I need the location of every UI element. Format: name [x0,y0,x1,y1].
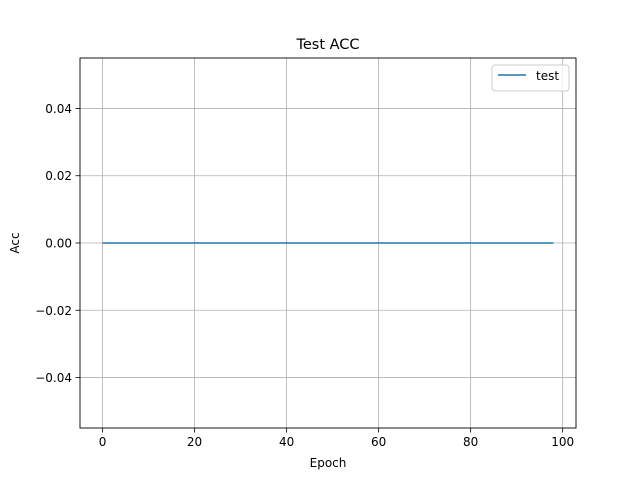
x-axis-ticks: 0 20 40 60 80 100 [99,428,574,449]
y-axis-ticks: −0.04 −0.02 0.00 0.02 0.04 [35,102,80,385]
x-tick-label: 0 [99,435,107,449]
x-tick-label: 20 [187,435,202,449]
x-tick-label: 80 [463,435,478,449]
x-tick-label: 100 [551,435,574,449]
y-tick-label: 0.02 [45,169,72,183]
y-tick-label: −0.02 [35,304,72,318]
legend-label-test: test [536,69,559,83]
x-tick-label: 40 [279,435,294,449]
x-tick-label: 60 [371,435,386,449]
y-tick-label: 0.04 [45,102,72,116]
y-tick-label: 0.00 [45,237,72,251]
y-axis-label: Acc [8,232,22,253]
y-tick-label: −0.04 [35,371,72,385]
chart-title: Test ACC [295,37,359,53]
legend: test [491,64,570,92]
legend-box [491,64,570,92]
x-axis-label: Epoch [310,456,347,470]
